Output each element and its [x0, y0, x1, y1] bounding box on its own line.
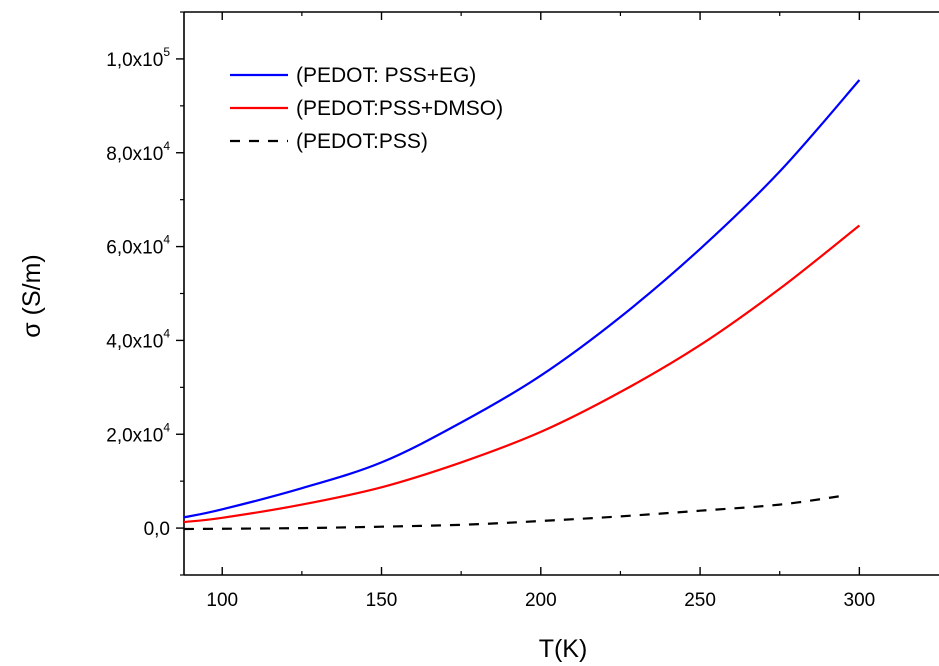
y-tick-label: 6,0x104 — [106, 233, 170, 259]
y-tick-label: 0,0 — [144, 519, 170, 540]
x-tick-label: 250 — [684, 590, 716, 611]
series-layer — [183, 79, 861, 531]
y-tick-label: 4,0x104 — [106, 326, 170, 352]
y-tick-label: 8,0x104 — [106, 139, 170, 165]
x-tick-label: 150 — [366, 590, 398, 611]
legend-label-1: (PEDOT: PSS+EG) — [296, 64, 476, 87]
x-tick-label: 300 — [844, 590, 876, 611]
series-line-2 — [183, 224, 861, 524]
series-line-1 — [183, 79, 861, 519]
legend-label-2: (PEDOT:PSS+DMSO) — [296, 97, 503, 120]
y-tick-label: 2,0x104 — [106, 420, 170, 446]
y-tick-label: 1,0x105 — [106, 45, 170, 71]
legend: (PEDOT: PSS+EG) (PEDOT:PSS+DMSO) (PEDOT:PS… — [230, 64, 503, 153]
ticks-layer: 100 150 200 250 300 0,0 2,0x104 4,0x104 6,0x104 8… — [106, 11, 876, 611]
x-axis-title: T(K) — [539, 635, 588, 663]
x-tick-label: 100 — [206, 590, 238, 611]
x-tick-label: 200 — [525, 590, 557, 611]
series-line-3 — [183, 494, 844, 531]
y-axis-title: σ (S/m) — [18, 254, 46, 337]
legend-label-3: (PEDOT:PSS) — [296, 130, 428, 153]
